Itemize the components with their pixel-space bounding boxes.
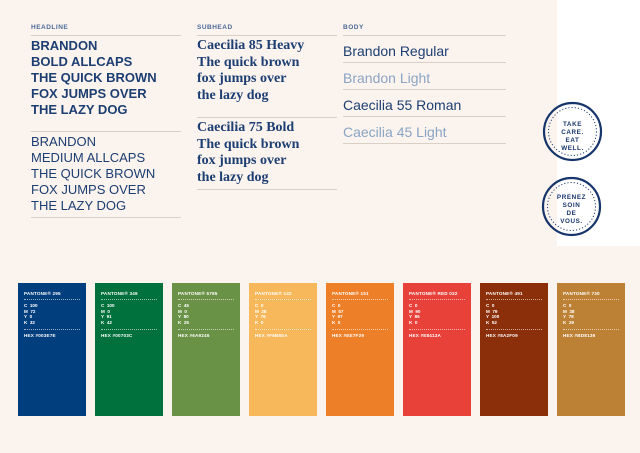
svg-text:TAKE: TAKE	[563, 121, 582, 128]
svg-text:PRENEZ: PRENEZ	[557, 194, 586, 201]
svg-text:SOIN: SOIN	[563, 202, 581, 209]
svg-text:EAT: EAT	[566, 137, 580, 144]
svg-text:CARE.: CARE.	[561, 129, 584, 136]
svg-text:VOUS.: VOUS.	[560, 218, 583, 225]
svg-text:WELL.: WELL.	[561, 145, 584, 152]
svg-text:DE: DE	[567, 210, 577, 217]
